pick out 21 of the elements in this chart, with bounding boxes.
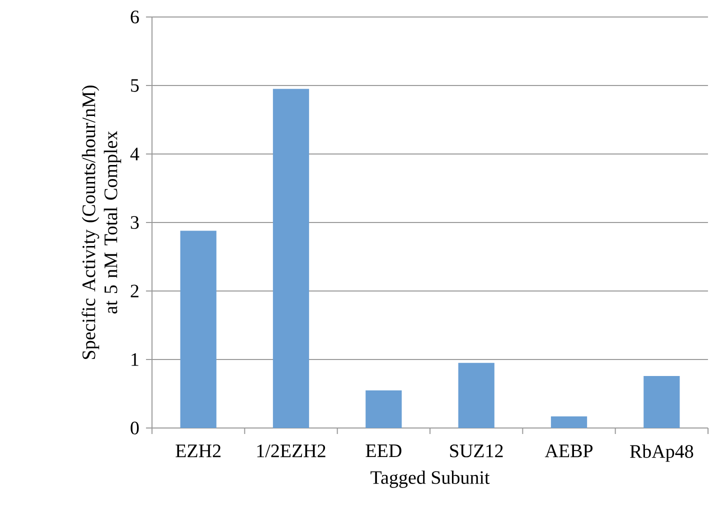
x-tick-label: AEBP	[544, 444, 593, 458]
bar	[644, 376, 680, 428]
y-axis-title: Specific Activity (Counts/hour/nM) at 5 nM Total Complex	[82, 86, 122, 359]
y-tick-label: 1	[132, 353, 138, 366]
y-tick-label: 5	[131, 79, 139, 92]
bar	[180, 230, 216, 428]
bar	[458, 362, 494, 428]
y-tick-label: 0	[130, 422, 139, 434]
x-axis-title: Tagged Subunit	[370, 470, 490, 488]
x-tick-label: EED	[366, 444, 402, 458]
y-tick-label: 6	[130, 10, 139, 24]
y-tick-label: 4	[130, 148, 140, 160]
x-tick-label: RbAp48	[630, 444, 694, 462]
x-tick-label: EZH2	[176, 444, 221, 458]
y-tick-label: 2	[130, 284, 138, 298]
bar	[550, 416, 588, 428]
x-tick-label: 1/2EZH2	[257, 444, 326, 458]
bar	[272, 88, 310, 428]
x-tick-label: SUZ12	[450, 444, 503, 458]
bar	[366, 390, 402, 428]
y-tick-label: 3	[130, 216, 139, 229]
